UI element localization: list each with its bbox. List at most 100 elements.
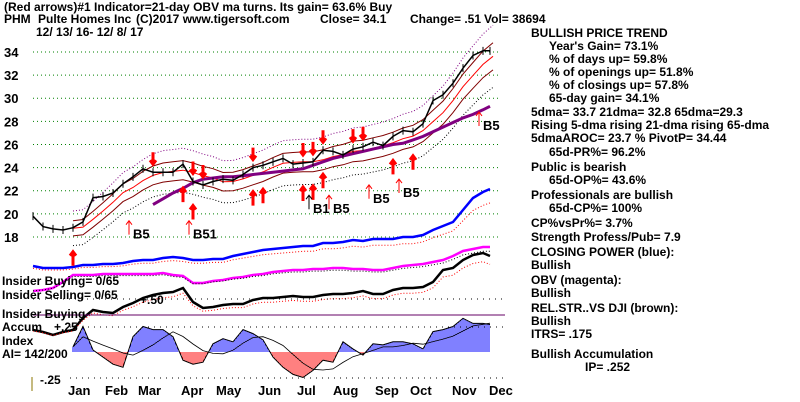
symbol: PHM (4, 12, 31, 26)
copyright: (C)2017 www.tigersoft.com (136, 12, 290, 26)
month-axis: Jan Feb Mar Apr May Jun Jul Aug Sep Oct Nov Dec (68, 383, 513, 398)
month-label: Apr (181, 383, 203, 398)
month-label: Aug (333, 383, 358, 398)
obv-status: Bullish (531, 286, 571, 300)
rising-dma: Rising 5-dma rising 21-dma rising 65-dma (531, 118, 769, 132)
y-tick-label: 22 (4, 184, 18, 199)
index-label: Index (2, 334, 34, 348)
closings-up: % of closings up= 57.8% (549, 78, 689, 92)
pr-65d: 65d-PR%= 96.2% (549, 145, 646, 159)
closing-power-line (32, 187, 491, 270)
plus50-label: +.50 (140, 293, 164, 307)
y-tick-label: 32 (4, 68, 18, 83)
red-up-arrow (188, 202, 198, 220)
volume-value: Vol= 38694 (484, 12, 546, 26)
cp-vs-pr: CP%vsPr%= 3.7% (531, 216, 633, 230)
years-gain: Year's Gain= 73.1% (549, 39, 659, 53)
obv-ma (32, 250, 490, 292)
month-label: Jan (68, 383, 90, 398)
red-up-arrow (318, 171, 328, 189)
closing-power-label: CLOSING POWER (blue): (531, 245, 674, 259)
rel-strength-line (32, 251, 491, 337)
openings-up: % of openings up= 51.8% (549, 65, 694, 79)
y-tick-label: 24 (4, 161, 19, 176)
ip-value: IP= .252 (585, 360, 630, 374)
month-label: May (216, 383, 242, 398)
y-tick-label: 26 (4, 137, 18, 152)
red-up-arrow (248, 189, 258, 206)
red-down-arrow (188, 161, 198, 176)
red-up-arrow (258, 186, 268, 204)
date-range: 12/ 13/ 16- 12/ 8/ 17 (36, 25, 144, 39)
y-tick-label: 30 (4, 91, 18, 106)
trend-label: BULLISH PRICE TREND (531, 26, 668, 40)
minus25-label: -.25 (40, 373, 61, 387)
ma21-line (72, 55, 494, 229)
month-label: Jul (297, 383, 316, 398)
cp-65d: 65d-CP%= 100% (549, 201, 642, 215)
month-label: Feb (105, 383, 128, 398)
ai-label: AI= 142/200 (2, 347, 68, 361)
month-label: Mar (138, 383, 161, 398)
month-label: Dec (489, 383, 513, 398)
relstr-label: REL.STR..VS DJI (brown): (531, 301, 678, 315)
obv-line (32, 245, 490, 293)
public-status: Public is bearish (531, 160, 626, 174)
lower-panel-labels: Insider Buying= 0/65 Insider Selling= 0/… (2, 274, 505, 391)
dma-values: 5dma= 33.7 21dma= 32.8 65dma=29.3 (531, 105, 743, 119)
red-down-arrow (198, 164, 208, 180)
stats-panel: BULLISH PRICE TREND Year's Gain= 73.1% %… (531, 26, 769, 374)
buy-signal-label: B5 (403, 185, 420, 200)
red-down-arrow (248, 147, 258, 163)
lower-outer-band (72, 87, 494, 247)
y-tick-label: 20 (4, 207, 18, 222)
obv-label: OBV (magenta): (531, 273, 622, 287)
buy-signal-label: B5 (483, 118, 500, 133)
closing-power-ma (32, 202, 491, 271)
red-down-arrow (348, 129, 358, 144)
buy-signal-label: B51 (193, 227, 217, 242)
change-value: Change= .51 (410, 12, 481, 26)
month-label: Jun (258, 383, 281, 398)
red-down-arrow (318, 130, 328, 145)
buy-signal-arrow (325, 194, 333, 210)
buy-signal-arrow (125, 219, 133, 235)
buy-signal-label: B5 (133, 227, 150, 242)
buy-signal-arrow (185, 219, 193, 235)
insider-buying: Insider Buying= 0/65 (2, 274, 119, 288)
upper-outer-band (72, 24, 494, 212)
price-line (32, 50, 490, 231)
red-down-arrow (308, 141, 318, 157)
buy-signal-label: B1 (313, 201, 330, 216)
month-label: Nov (452, 383, 477, 398)
itrs-value: ITRS= .175 (531, 327, 592, 341)
red-up-arrow (388, 157, 398, 175)
insider-buying-2: Insider Buying (2, 307, 85, 321)
close-value: Close= 34.1 (320, 12, 387, 26)
red-up-arrow (308, 183, 318, 200)
price-grid (33, 51, 500, 238)
month-label: Oct (410, 383, 432, 398)
series-layer (32, 24, 494, 379)
y-tick-label: 18 (4, 230, 18, 245)
accumulation-status: Bullish Accumulation (531, 347, 653, 361)
gain-65day: 65-day gain= 34.1% (549, 91, 660, 105)
professionals-status: Professionals are bullish (531, 188, 673, 202)
closing-power-status: Bullish (531, 258, 571, 272)
accum-label: Accum (2, 320, 42, 334)
y-tick-label: 34 (4, 45, 19, 60)
month-label: Sep (375, 383, 399, 398)
y-tick-label: 28 (4, 114, 18, 129)
indicator-title: (Red arrows)#1 Indicator=21-day OBV ma t… (4, 0, 392, 14)
red-up-arrow (298, 184, 308, 201)
buy-signal-arrow (475, 111, 483, 126)
lower-band (72, 69, 494, 237)
plus25-label: +.25 (54, 320, 78, 334)
company-name: Pulte Homes Inc (38, 12, 132, 26)
price-axis: 34 32 30 28 26 24 22 20 18 (4, 45, 19, 245)
ai-ma-line (72, 322, 491, 371)
aroc-pivot: 5dmaAROC= 23.7 % PivotP= 34.44 (531, 131, 727, 145)
ma65-line (152, 104, 491, 206)
